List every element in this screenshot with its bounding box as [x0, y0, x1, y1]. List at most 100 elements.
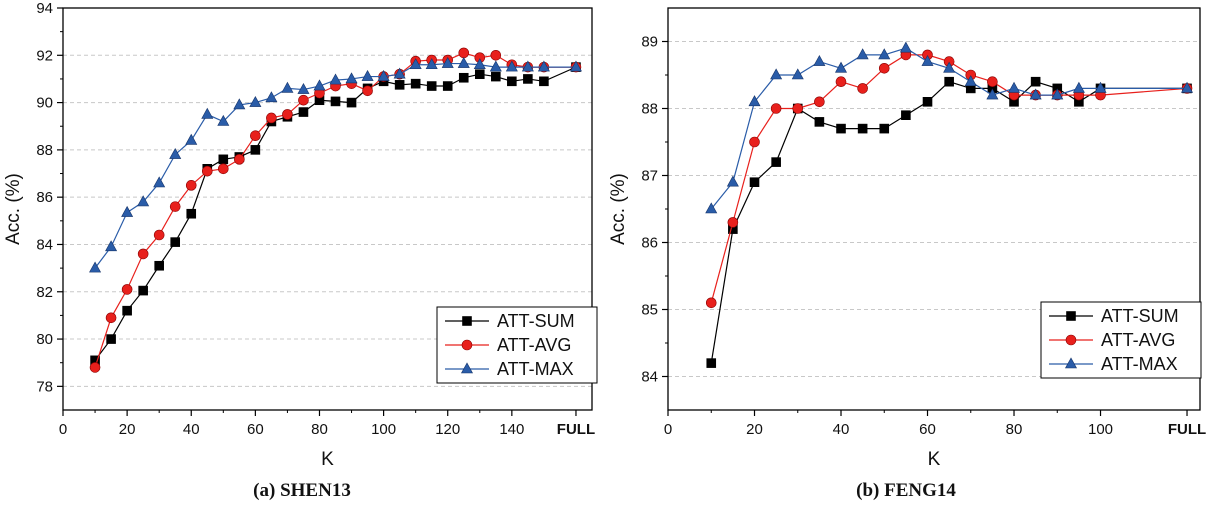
data-point: [474, 69, 485, 80]
y-tick-label: 89: [641, 34, 658, 51]
series-line: [710, 54, 1188, 303]
data-point: [521, 60, 534, 72]
data-point: [121, 205, 134, 217]
legend-label: ATT-MAX: [1101, 354, 1178, 374]
data-point: [944, 76, 954, 87]
x-tick-label: 40: [183, 421, 200, 438]
legend-item: ATT-AVG: [1049, 330, 1175, 350]
data-point: [201, 165, 213, 177]
chart-caption: (a) SHEN13: [253, 480, 351, 501]
legend: ATT-SUM ATT-AVG ATT-MAX: [436, 306, 598, 384]
data-point: [507, 76, 517, 87]
data-point: [297, 82, 310, 94]
legend: ATT-SUM ATT-AVG ATT-MAX: [1040, 301, 1202, 379]
y-tick-label: 85: [641, 302, 658, 319]
data-point: [458, 72, 469, 83]
y-tick-label: 78: [36, 378, 53, 395]
x-tick-label: 80: [1006, 421, 1023, 438]
data-point: [105, 240, 118, 252]
legend-item: ATT-AVG: [445, 335, 571, 355]
legend-label: ATT-SUM: [1101, 306, 1179, 326]
data-point: [250, 130, 261, 141]
legend-item: ATT-MAX: [445, 359, 574, 379]
data-point: [878, 63, 890, 74]
x-tick-label: 0: [664, 421, 672, 438]
data-point: [169, 201, 181, 212]
data-point: [770, 68, 783, 80]
data-point: [987, 76, 998, 87]
y-tick-label: 90: [36, 95, 53, 112]
data-point: [186, 208, 197, 219]
data-point: [1064, 357, 1078, 369]
data-point: [986, 88, 999, 100]
y-tick-label: 86: [36, 189, 53, 206]
data-point: [410, 78, 421, 89]
data-point: [441, 56, 454, 68]
data-point: [901, 110, 911, 120]
data-point: [1051, 88, 1064, 100]
x-tick-label: 0: [59, 421, 67, 438]
data-point: [569, 60, 582, 72]
data-point: [748, 95, 761, 107]
x-tick-label-full: FULL: [1168, 421, 1206, 438]
data-point: [922, 97, 933, 107]
data-point: [330, 96, 341, 107]
data-point: [537, 60, 550, 72]
data-point: [836, 123, 846, 134]
data-point: [814, 96, 825, 108]
y-axis-title: Acc. (%): [3, 173, 24, 245]
data-point: [523, 74, 533, 84]
data-point: [726, 175, 739, 187]
series-att-max: [89, 56, 582, 273]
series-att-max: [705, 41, 1194, 214]
x-tick-label: 140: [499, 421, 524, 438]
data-point: [250, 145, 261, 155]
data-point: [813, 54, 826, 66]
x-tick-label: 80: [311, 421, 328, 438]
y-tick-label: 82: [36, 284, 53, 301]
x-tick-label: 100: [371, 421, 396, 438]
data-point: [185, 180, 197, 191]
data-point: [170, 237, 181, 247]
data-point: [814, 117, 825, 127]
x-tick-label: 20: [746, 421, 763, 438]
chart-panel-feng14: 84 85 86 87 88 89 0 20 40 60 80 100 FULL K Acc. (%) ATT…: [604, 0, 1208, 512]
data-point: [727, 217, 739, 228]
data-point: [491, 71, 501, 82]
data-point: [153, 176, 166, 188]
y-tick-label: 84: [36, 236, 53, 253]
x-tick-label: 60: [919, 421, 936, 438]
data-point: [489, 60, 502, 72]
legend-item: ATT-MAX: [1049, 354, 1178, 374]
data-point: [265, 91, 278, 103]
data-point: [329, 73, 342, 85]
data-point: [1030, 76, 1041, 87]
data-point: [792, 103, 804, 114]
data-point: [218, 154, 229, 165]
data-point: [218, 163, 229, 175]
data-point: [1072, 81, 1085, 93]
data-point: [138, 285, 148, 296]
y-tick-label: 80: [36, 331, 53, 348]
series-att-sum: [706, 76, 1192, 368]
data-point: [1066, 311, 1076, 321]
data-point: [705, 202, 718, 214]
data-point: [1065, 334, 1077, 346]
legend-item: ATT-SUM: [1049, 306, 1179, 326]
legend-label: ATT-SUM: [497, 311, 575, 331]
data-point: [964, 75, 977, 86]
y-tick-label: 86: [641, 235, 658, 252]
y-tick-label: 88: [36, 142, 53, 159]
legend-label: ATT-AVG: [1101, 330, 1175, 350]
data-point: [298, 94, 309, 106]
y-axis-title: Acc. (%): [608, 173, 629, 245]
x-tick-label: 20: [119, 421, 136, 438]
data-point: [1008, 81, 1021, 93]
data-point: [857, 123, 868, 134]
data-point: [706, 358, 717, 368]
data-point: [362, 85, 373, 97]
x-axis-title: K: [321, 449, 334, 470]
data-point: [943, 61, 956, 73]
data-point: [346, 97, 357, 108]
data-point: [835, 76, 847, 87]
